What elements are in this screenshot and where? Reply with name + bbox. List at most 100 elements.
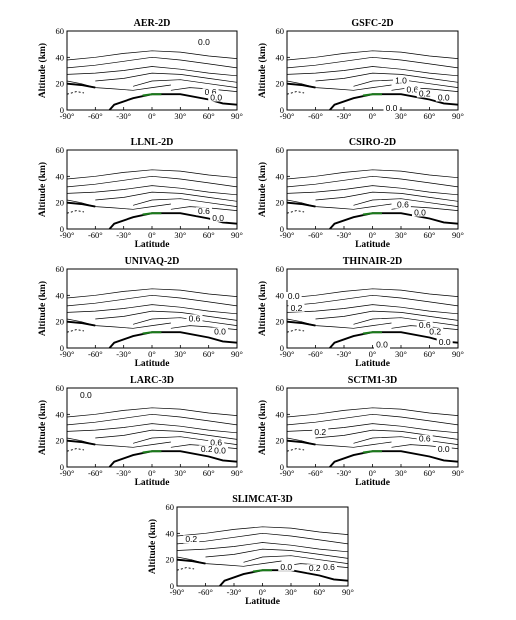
panel-1-xtick-label: 60° xyxy=(203,111,215,121)
panel-6-xlabel: Latitude xyxy=(355,359,390,369)
panel-9-xtick-label: -30° xyxy=(227,587,242,597)
panel-4-ylabel: Altitude (km) xyxy=(257,162,268,217)
panel-4-xtick-label: -30° xyxy=(337,230,352,240)
panel-8-contour-label-bg xyxy=(312,428,329,437)
panel-5-contour-line xyxy=(66,320,96,327)
panel-4-xtick-label: 60° xyxy=(424,230,436,240)
panel-4-contour-line xyxy=(286,175,459,188)
panel-8-xtick-label: -60° xyxy=(308,468,323,478)
panel-5-ylabel: Altitude (km) xyxy=(37,281,48,336)
panel-6-contour-line xyxy=(362,331,382,335)
panel-4-contour-line xyxy=(286,169,459,180)
panel-4-contour-label-bg xyxy=(412,208,428,217)
panel-1-contour-line xyxy=(66,91,85,95)
panel-5-ytick-label: 60 xyxy=(56,264,65,274)
panel-3-ytick-label: 60 xyxy=(56,145,65,155)
panel-1-contour-line xyxy=(142,93,162,97)
panel-7-contour-line xyxy=(66,413,238,426)
panel-7-contour-label: 0.2 xyxy=(201,444,213,454)
panel-6-xtick-label: -60° xyxy=(308,349,323,359)
panel-5-ytick-label: 40 xyxy=(56,290,65,300)
panel-4-contour-label-bg xyxy=(394,200,411,209)
panel-5-contour-label-bg xyxy=(186,314,203,323)
panel-3-contour-line xyxy=(95,191,238,202)
panel-8-contour-line xyxy=(286,448,305,452)
panel-5-ytick-label: 0 xyxy=(60,343,64,353)
panel-1-contour-line xyxy=(66,66,238,77)
panel-3-xtick-label: 90° xyxy=(231,230,243,240)
panel-7-contour-line xyxy=(95,429,238,440)
panel-9-contour-line xyxy=(176,542,349,553)
panel-7-ytick-label: 60 xyxy=(56,383,65,393)
panel-4-contour-line xyxy=(286,185,459,196)
panel-4-contour-line xyxy=(286,201,316,208)
panel-6-contour-label: 0.0 xyxy=(439,337,451,347)
panel-8-contour-label-bg xyxy=(435,445,452,454)
panel-8-xtick-label: -30° xyxy=(337,468,352,478)
panel-3-contour-line xyxy=(66,185,238,196)
panel-5-frame xyxy=(66,268,238,349)
panel-1-contour-line xyxy=(66,82,96,89)
panel-4-xlabel: Latitude xyxy=(355,240,390,250)
panel-9-title: SLIMCAT-3D xyxy=(232,494,293,505)
panel-9-xtick-label: 60° xyxy=(314,587,326,597)
panel-9-contour-line xyxy=(252,569,272,573)
panel-9-contour-label-bg xyxy=(321,562,337,571)
panel-5-title: UNIVAQ-2D xyxy=(125,256,180,267)
panel-5-contour-line xyxy=(66,329,85,333)
panel-3-xtick-label: -60° xyxy=(88,230,103,240)
panel-6-contour-label-bg xyxy=(436,338,453,347)
panel-5-xtick-label: 30° xyxy=(174,349,186,359)
panel-3-xtick-label: 30° xyxy=(174,230,186,240)
panel-9-contour-label: 0.6 xyxy=(323,562,335,572)
panel-2-xtick-label: -60° xyxy=(308,111,323,121)
panel-1-ytick-label: 0 xyxy=(60,105,64,115)
panel-9-xtick-label: 90° xyxy=(342,587,354,597)
panel-5-contour-line xyxy=(95,310,238,321)
panel-5-xtick-label: 0° xyxy=(148,349,156,359)
panel-1-contour-line xyxy=(170,87,238,92)
panel-2-contour-line xyxy=(315,72,459,83)
panel-6-title: THINAIR-2D xyxy=(343,256,402,267)
panel-6-contour-label: 0.6 xyxy=(419,320,431,330)
panel-3-contour-line xyxy=(142,212,162,216)
panel-4-xtick-label: -60° xyxy=(308,230,323,240)
panel-6-contour-label-bg xyxy=(374,340,390,349)
panel-6-contour-line xyxy=(286,304,459,315)
panel-6-contour-line xyxy=(286,288,459,299)
panel-4-xtick-label: 0° xyxy=(369,230,377,240)
panel-1-contour-line xyxy=(95,72,238,83)
panel-5-contour-label: 0.6 xyxy=(189,313,201,323)
panel-1-ylabel: Altitude (km) xyxy=(37,43,48,98)
panel-5-contour-line xyxy=(66,294,238,307)
panel-9-xtick-label: -90° xyxy=(170,587,185,597)
panel-7-xlabel: Latitude xyxy=(135,478,170,488)
panel-3-xtick-label: -30° xyxy=(116,230,131,240)
panel-1-contour-label: 0.0 xyxy=(210,92,222,102)
panel-2-contour-line xyxy=(329,93,459,111)
panel-8-contour-label-bg xyxy=(416,434,433,443)
panel-5-contour-line xyxy=(66,288,238,299)
panel-6-contour-label-bg xyxy=(427,327,444,336)
panel-3-xtick-label: -90° xyxy=(60,230,75,240)
panel-7-xtick-label: -30° xyxy=(116,468,131,478)
panel-3-title: LLNL-2D xyxy=(131,137,174,148)
panel-9-contour-label-bg xyxy=(306,564,323,573)
panel-2-contour-label-bg xyxy=(435,93,452,102)
panel-6-contour-label-bg xyxy=(288,303,305,312)
panel-7-contour-line xyxy=(66,437,171,448)
panel-8-contour-line xyxy=(362,450,382,454)
panel-3-contour-line xyxy=(66,210,85,214)
panel-4-xtick-label: 30° xyxy=(395,230,407,240)
panel-8-contour-label: 0.2 xyxy=(314,427,326,437)
panel-9-contour-label: 0.2 xyxy=(185,534,197,544)
panel-3-ytick-label: 40 xyxy=(56,171,65,181)
panel-7-contour-label: 0.0 xyxy=(214,446,226,456)
panel-5-contour-line xyxy=(133,317,238,326)
panel-2-xtick-label: 30° xyxy=(395,111,407,121)
panel-6-contour-label-bg xyxy=(416,320,433,329)
panel-5-contour-line xyxy=(108,331,238,349)
panel-9-contour-label: 0.0 xyxy=(280,562,292,572)
panel-2-contour-label: 0.0 xyxy=(386,103,398,113)
